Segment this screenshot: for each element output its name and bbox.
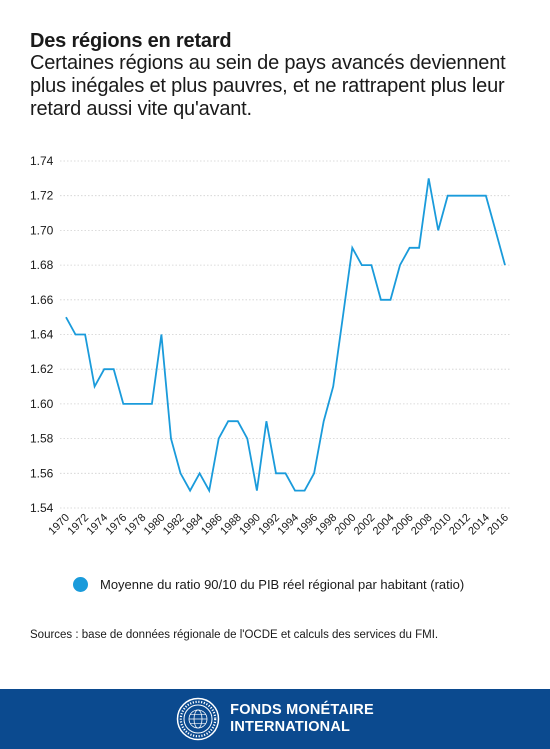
x-tick-label: 1976 bbox=[104, 512, 130, 538]
x-tick-label: 1972 bbox=[65, 512, 91, 538]
x-tick-label: 2010 bbox=[428, 512, 454, 538]
y-tick-label: 1.66 bbox=[30, 293, 54, 307]
x-tick-label: 2016 bbox=[485, 512, 511, 538]
x-tick-label: 1994 bbox=[275, 512, 301, 538]
org-name-line1: FONDS MONÉTAIRE bbox=[230, 702, 374, 718]
x-tick-label: 2002 bbox=[352, 512, 378, 538]
legend: Moyenne du ratio 90/10 du PIB réel régio… bbox=[73, 577, 464, 592]
footer-bar: FONDS MONÉTAIRE INTERNATIONAL bbox=[0, 689, 550, 749]
x-tick-label: 2004 bbox=[371, 512, 397, 538]
sources-note: Sources : base de données régionale de l… bbox=[30, 629, 439, 641]
y-tick-label: 1.68 bbox=[30, 258, 54, 272]
y-tick-label: 1.62 bbox=[30, 362, 54, 376]
line-chart: 1.54 1.56 1.58 1.60 1.62 1.64 1.66 1.68 1.70 1.72… bbox=[30, 154, 511, 538]
y-tick-label: 1.56 bbox=[30, 466, 54, 480]
y-tick-label: 1.72 bbox=[30, 189, 54, 203]
org-name-line2: INTERNATIONAL bbox=[230, 719, 351, 735]
x-tick-label: 1980 bbox=[142, 512, 168, 538]
x-tick-label: 2008 bbox=[409, 512, 435, 538]
y-tick-label: 1.74 bbox=[30, 154, 54, 168]
x-tick-label: 1988 bbox=[218, 512, 244, 538]
x-tick-label: 1986 bbox=[199, 512, 225, 538]
chart-subtitle: Certaines régions au sein de pays avancé… bbox=[30, 52, 506, 120]
x-tick-label: 1992 bbox=[256, 512, 282, 538]
imf-seal-icon bbox=[176, 697, 220, 741]
y-tick-label: 1.54 bbox=[30, 501, 54, 515]
x-tick-label: 1998 bbox=[314, 512, 340, 538]
x-tick-label: 1984 bbox=[180, 512, 206, 538]
y-tick-label: 1.64 bbox=[30, 328, 54, 342]
series-line bbox=[65, 178, 506, 494]
series-group bbox=[65, 178, 506, 494]
legend-marker bbox=[73, 577, 88, 592]
x-tick-label: 1970 bbox=[46, 512, 72, 538]
legend-label: Moyenne du ratio 90/10 du PIB réel régio… bbox=[100, 577, 465, 592]
x-tick-label: 1990 bbox=[237, 512, 263, 538]
x-tick-label: 2012 bbox=[447, 512, 473, 538]
chart-title: Des régions en retard bbox=[30, 30, 232, 52]
x-tick-label: 2000 bbox=[333, 512, 359, 538]
y-tick-label: 1.70 bbox=[30, 223, 54, 237]
x-tick-label: 1996 bbox=[294, 512, 320, 538]
org-name: FONDS MONÉTAIRE INTERNATIONAL bbox=[230, 702, 374, 736]
x-tick-label: 2014 bbox=[466, 512, 492, 538]
x-tick-label: 1982 bbox=[161, 512, 187, 538]
x-axis-ticks: 1970197219741976197819801982198419861988… bbox=[46, 512, 511, 538]
y-axis-ticks: 1.54 1.56 1.58 1.60 1.62 1.64 1.66 1.68 1.70 1.72… bbox=[30, 154, 54, 515]
y-tick-label: 1.58 bbox=[30, 432, 54, 446]
y-tick-label: 1.60 bbox=[30, 397, 54, 411]
x-tick-label: 2006 bbox=[390, 512, 416, 538]
x-tick-label: 1978 bbox=[123, 512, 149, 538]
x-tick-label: 1974 bbox=[84, 512, 110, 538]
